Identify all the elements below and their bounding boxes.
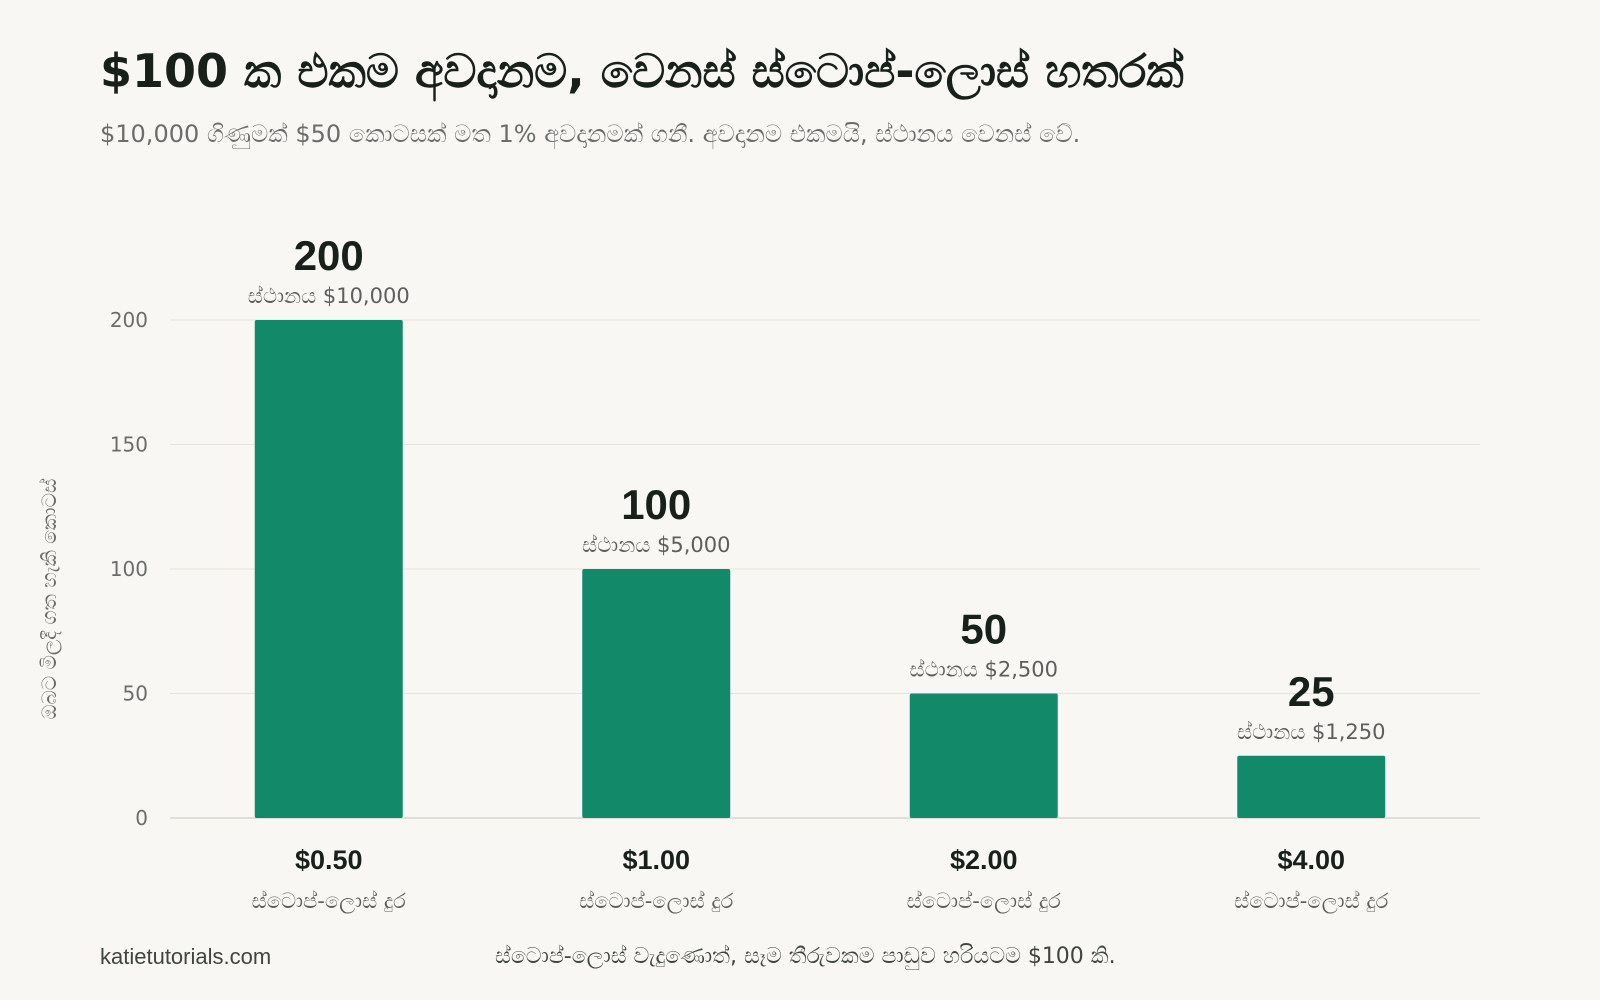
footer-note: ස්ටොප්-ලොස් වැදුණොත්, සෑම තීරුවකම පාඩුව … bbox=[495, 944, 1116, 969]
x-tick-label: $4.00 bbox=[1277, 845, 1345, 875]
x-tick-sublabel: ස්ටොප්-ලොස් දුර bbox=[1234, 889, 1389, 914]
data-label: 25 bbox=[1288, 668, 1335, 715]
data-sublabel: ස්ථානය $5,000 bbox=[582, 533, 731, 557]
y-tick-label: 50 bbox=[123, 682, 148, 706]
data-sublabel: ස්ථානය $2,500 bbox=[909, 658, 1058, 682]
x-tick-label: $2.00 bbox=[950, 845, 1018, 875]
data-sublabel: ස්ථානය $1,250 bbox=[1237, 720, 1386, 744]
y-tick-label: 200 bbox=[110, 308, 148, 332]
x-tick-label: $0.50 bbox=[295, 845, 363, 875]
bar bbox=[254, 320, 403, 818]
x-tick-label: $1.00 bbox=[622, 845, 690, 875]
bar bbox=[1237, 755, 1386, 818]
y-tick-label: 150 bbox=[110, 433, 148, 457]
bar bbox=[909, 693, 1058, 818]
chart-title: $100 ක එකම අවදානම, වෙනස් ස්ටොප්-ලොස් හතර… bbox=[100, 44, 1184, 98]
y-tick-label: 0 bbox=[135, 806, 148, 830]
y-tick-label: 100 bbox=[110, 557, 148, 581]
data-sublabel: ස්ථානය $10,000 bbox=[248, 284, 410, 308]
x-tick-sublabel: ස්ටොප්-ලොස් දුර bbox=[252, 889, 407, 914]
x-tick-sublabel: ස්ටොප්-ලොස් දුර bbox=[579, 889, 734, 914]
x-tick-sublabel: ස්ටොප්-ලොස් දුර bbox=[907, 889, 1062, 914]
data-label: 100 bbox=[621, 481, 691, 528]
footer-source: katietutorials.com bbox=[100, 944, 272, 969]
data-label: 50 bbox=[960, 606, 1007, 653]
bar bbox=[582, 569, 731, 818]
data-label: 200 bbox=[294, 232, 364, 279]
chart-subtitle: $10,000 ගිණුමක් $50 කොටසක් මත 1% අවදානමක… bbox=[100, 120, 1081, 148]
y-axis-label: ඔබට මිලදී ගත හැකි කොටස් bbox=[37, 479, 62, 720]
